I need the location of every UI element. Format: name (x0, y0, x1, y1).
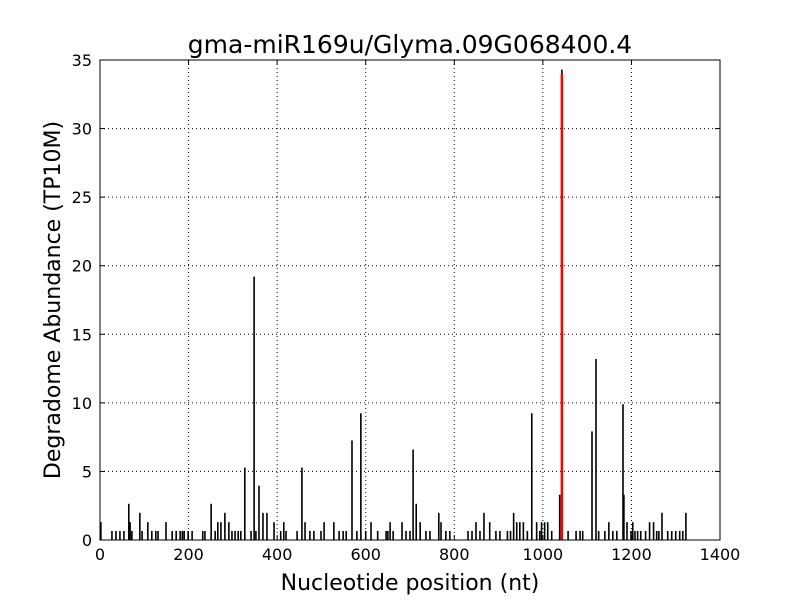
y-tick-label: 15 (72, 325, 92, 344)
chart-title: gma-miR169u/Glyma.09G068400.4 (188, 30, 632, 59)
plot-frame (99, 59, 721, 541)
x-tick-label: 400 (262, 545, 293, 564)
x-tick-label: 800 (439, 545, 470, 564)
x-tick-label: 1400 (700, 545, 741, 564)
bars (100, 69, 687, 540)
y-axis-label: Degradome Abundance (TP10M) (41, 121, 66, 479)
x-axis-label: Nucleotide position (nt) (281, 571, 540, 596)
y-tick-label: 35 (72, 51, 92, 70)
x-tick-label: 1000 (522, 545, 563, 564)
x-tick-label: 1200 (611, 545, 652, 564)
y-tick-label: 5 (82, 462, 92, 481)
ticks: 0 200 400 600 800 1000 1200 1400 0 5 10 15 20 25 30 35 (72, 51, 741, 564)
x-tick-label: 200 (173, 545, 204, 564)
x-tick-label: 0 (95, 545, 105, 564)
y-tick-label: 20 (72, 257, 92, 276)
y-tick-label: 25 (72, 188, 92, 207)
x-tick-label: 600 (350, 545, 381, 564)
y-tick-label: 10 (72, 394, 92, 413)
y-tick-label: 30 (72, 120, 92, 139)
y-tick-label: 0 (82, 531, 92, 550)
grid (99, 59, 721, 541)
